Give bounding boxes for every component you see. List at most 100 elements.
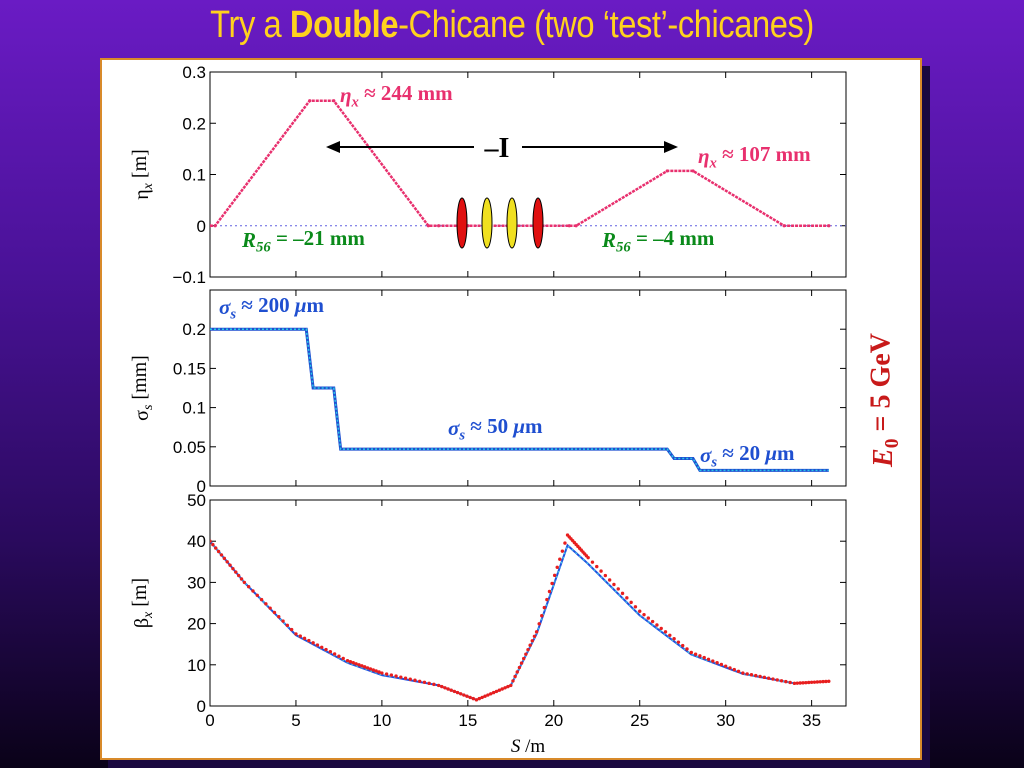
annotation-sigma-200-part: μ bbox=[294, 293, 307, 317]
ylabel-sigma_s-part: [mm] bbox=[129, 355, 151, 404]
ylabel-eta_x-part: [m] bbox=[129, 149, 151, 183]
beta-point-red bbox=[259, 597, 264, 602]
beta-point-red bbox=[798, 681, 802, 685]
beta-point-red bbox=[443, 686, 447, 690]
beta-point-red bbox=[732, 667, 736, 672]
beta-point-red bbox=[345, 658, 350, 663]
beta-point-red bbox=[741, 671, 745, 675]
ytick-label: 30 bbox=[187, 573, 206, 592]
beta-point-red bbox=[458, 692, 463, 696]
eta-point bbox=[691, 169, 695, 173]
beta-point-red bbox=[509, 683, 513, 688]
annotation-sigma-20-part: σ bbox=[700, 443, 712, 467]
xtick-label: 25 bbox=[630, 711, 649, 730]
beta-point-red bbox=[530, 639, 534, 643]
beta-point-red bbox=[646, 616, 651, 620]
ytick-label: 20 bbox=[187, 615, 206, 634]
beta-point-red bbox=[311, 641, 315, 645]
xtick-label: 15 bbox=[458, 711, 477, 730]
beta-point-red bbox=[784, 679, 788, 684]
beta-point-red bbox=[480, 695, 484, 700]
annotation-eta-peak2-part: ≈ 107 mm bbox=[717, 142, 811, 166]
ylabel-eta_x-part: η bbox=[131, 189, 153, 199]
energy-label: E0 = 5 GeV bbox=[865, 333, 902, 468]
beta-point-red bbox=[468, 695, 472, 700]
beta-point-red bbox=[795, 681, 799, 685]
beta-point-red bbox=[775, 678, 779, 682]
beta-point-red bbox=[289, 627, 294, 632]
beta-point-red bbox=[524, 652, 528, 656]
annotation-sigma-20-part: μ bbox=[764, 441, 777, 465]
beta-point-red bbox=[685, 647, 689, 651]
beta-point-red bbox=[620, 591, 625, 596]
beta-point-red bbox=[471, 696, 475, 701]
annotation-sigma-200: σs ≈ 200 μm bbox=[219, 293, 325, 322]
beta-point-red bbox=[698, 654, 702, 658]
beta-point-red bbox=[513, 674, 517, 679]
beta-point-red bbox=[380, 671, 384, 675]
slide-title: Try a Double-Chicane (two ‘test’-chicane… bbox=[72, 4, 953, 47]
ytick-label: 10 bbox=[187, 656, 206, 675]
eta-point bbox=[567, 224, 571, 228]
beta-point-red bbox=[779, 679, 784, 683]
beta-point-red bbox=[537, 622, 541, 626]
eta-point bbox=[426, 224, 430, 228]
beta-point-red bbox=[629, 600, 633, 605]
annotation-sigma-200-part: s bbox=[229, 306, 236, 322]
beta-point-red bbox=[474, 698, 479, 702]
beta-point-red bbox=[706, 657, 711, 662]
beta-point-red bbox=[668, 633, 672, 637]
beta-point-red bbox=[754, 673, 758, 678]
beta-point-red bbox=[298, 634, 302, 638]
annotation-sigma-50: σs ≈ 50 μm bbox=[448, 414, 543, 443]
beta-point-red bbox=[214, 546, 218, 550]
beta-point-red bbox=[337, 654, 341, 658]
beta-point-red bbox=[234, 570, 238, 574]
beta-point-red bbox=[332, 652, 337, 656]
beta-point-red bbox=[246, 584, 251, 589]
beta-point-red bbox=[294, 632, 298, 636]
annotation-sigma-200-part: σ bbox=[219, 295, 231, 319]
beta-point-red bbox=[228, 563, 232, 567]
beta-point-red bbox=[650, 619, 655, 624]
beta-point-red bbox=[555, 565, 559, 569]
magnet-yellow bbox=[481, 197, 493, 249]
annotation-r56-first-part: = –21 mm bbox=[271, 226, 366, 250]
energy-label-part: E bbox=[868, 448, 899, 468]
beta-point-red bbox=[251, 589, 255, 593]
ylabel-beta_x-part: [m] bbox=[129, 578, 151, 612]
beta-point-red bbox=[285, 623, 290, 628]
beta-point-red bbox=[821, 679, 825, 684]
sigma-plot-area bbox=[210, 327, 829, 472]
annotation-sigma-20-part: s bbox=[710, 454, 717, 470]
beta-point-red bbox=[264, 602, 268, 606]
ytick-label: 0.15 bbox=[173, 359, 206, 378]
beta-point-red bbox=[745, 672, 749, 676]
beta-point-red bbox=[413, 678, 417, 682]
xlabel-s-part: /m bbox=[520, 736, 545, 757]
beta-point-red bbox=[758, 674, 762, 679]
arrow-left-head bbox=[326, 141, 340, 153]
eta-point bbox=[210, 224, 212, 228]
beta-point-red bbox=[616, 587, 620, 591]
beta-point-red bbox=[239, 577, 244, 581]
ylabel-sigma_s-part: s bbox=[141, 404, 156, 410]
annotation-minus-identity: –I bbox=[484, 133, 510, 164]
beta-point-red bbox=[534, 630, 539, 634]
beta-point-red bbox=[804, 680, 808, 685]
beta-point-red bbox=[560, 549, 565, 553]
ytick-label: 0.05 bbox=[173, 438, 206, 457]
beta-point-red bbox=[408, 677, 412, 681]
beta-plot-area bbox=[210, 533, 831, 702]
beta-point-red bbox=[766, 676, 771, 680]
ytick-label: 50 bbox=[187, 491, 206, 510]
ytick-label: 0 bbox=[197, 697, 206, 716]
beta-point-red bbox=[550, 581, 554, 586]
beta-point-red bbox=[824, 679, 828, 684]
xtick-label: 20 bbox=[544, 711, 563, 730]
beta-point-red bbox=[236, 573, 241, 578]
annotation-eta-peak2: ηx ≈ 107 mm bbox=[698, 142, 811, 171]
title-prefix: Try a bbox=[210, 4, 290, 46]
ytick-label: 0.3 bbox=[182, 63, 206, 82]
beta-point-red bbox=[599, 569, 603, 573]
